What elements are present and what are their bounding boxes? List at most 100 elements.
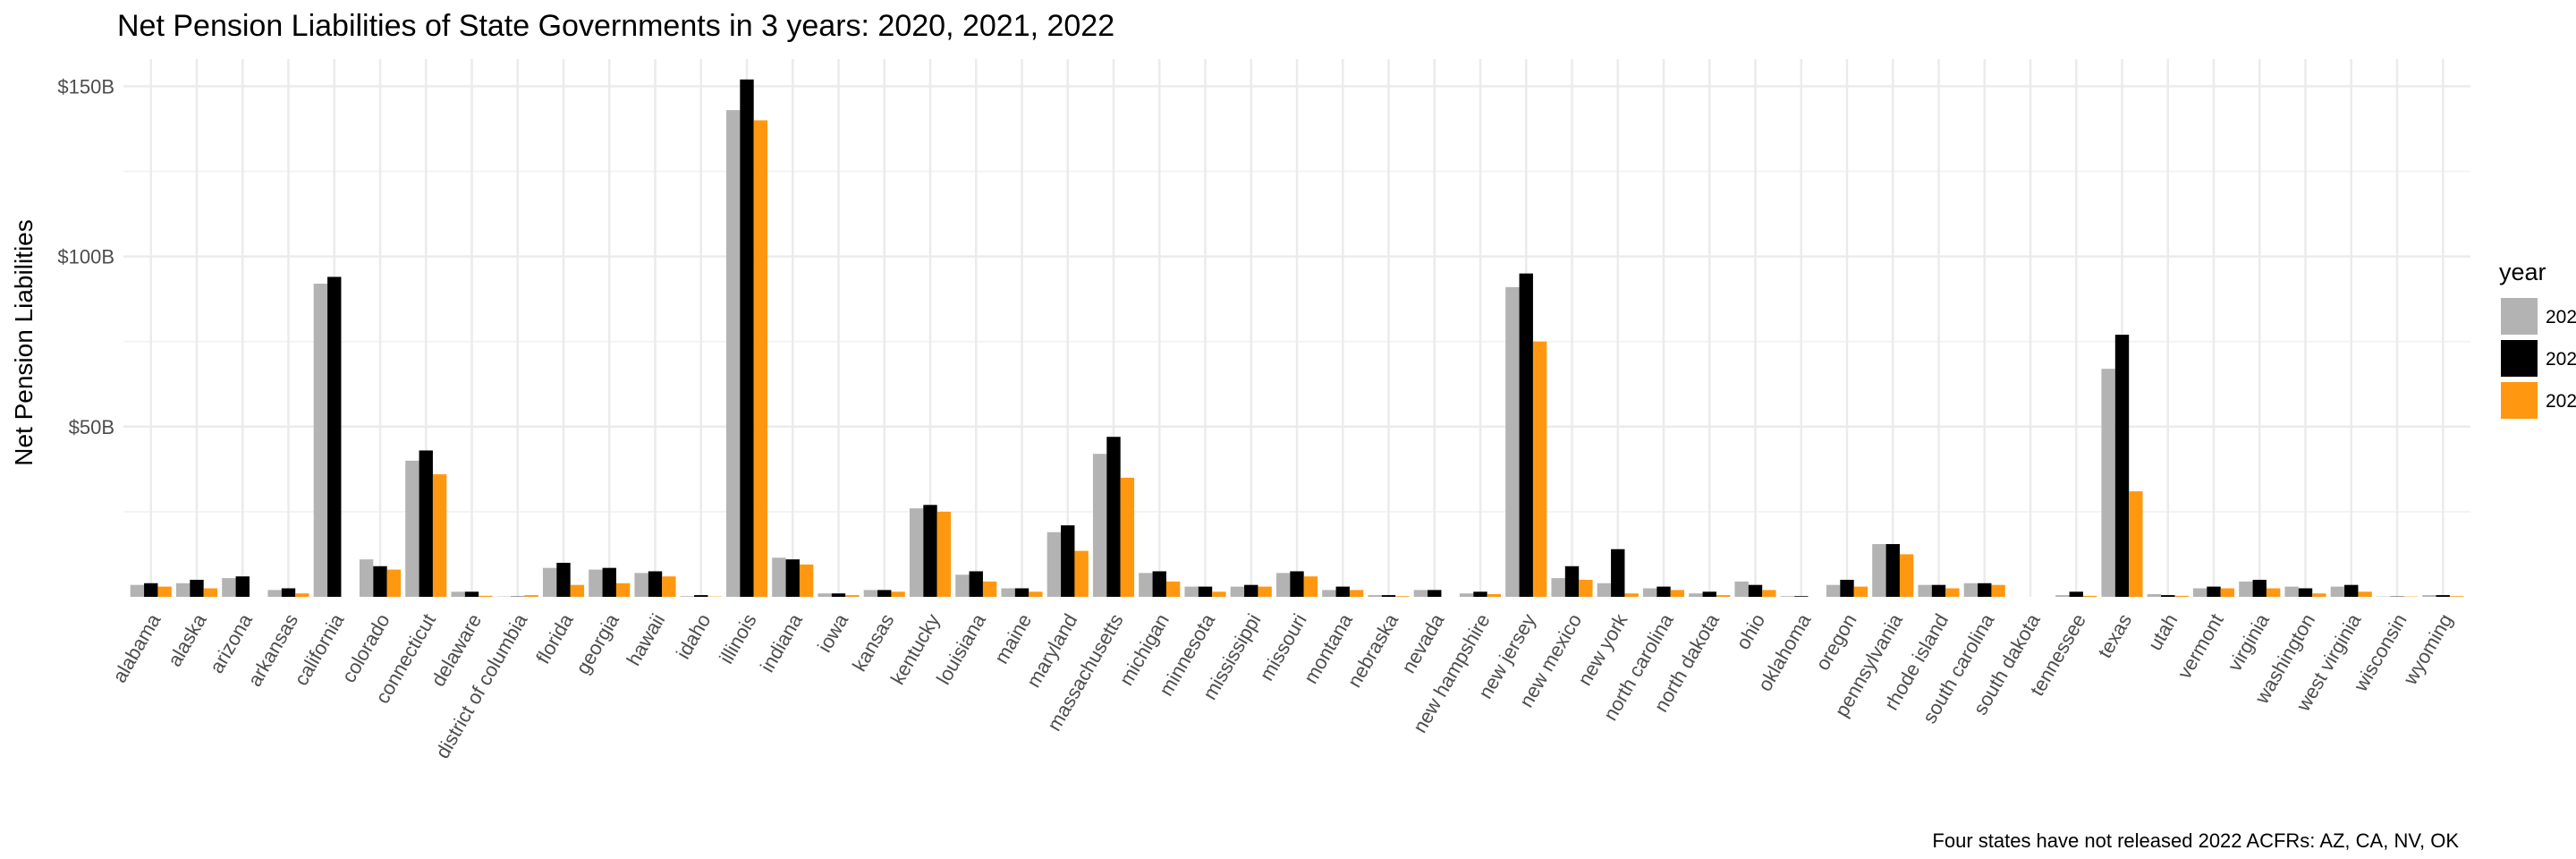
x-tick-label: oregon (1811, 610, 1861, 675)
bar (1381, 595, 1396, 597)
y-axis-label: Net Pension Liabilities (10, 219, 38, 466)
legend-label: 2021 (2546, 349, 2576, 370)
x-tick-label: utah (2143, 610, 2182, 655)
bar (1290, 571, 1304, 597)
bar (405, 460, 419, 597)
bar (909, 508, 924, 597)
chart-title: Net Pension Liabilities of State Governm… (117, 9, 1114, 43)
bar (556, 562, 571, 597)
bar (267, 590, 282, 597)
bar (1853, 586, 1868, 597)
x-tick-label: iowa (813, 609, 853, 656)
bar (1120, 477, 1135, 597)
x-tick-label: kansas (848, 610, 899, 676)
bar (1061, 525, 1075, 597)
bar (1597, 583, 1612, 597)
bar (891, 591, 905, 597)
bar (451, 591, 465, 597)
bar (2114, 335, 2130, 597)
x-tick-label: indiana (756, 609, 808, 676)
bar (1716, 595, 1731, 597)
bar (1230, 586, 1245, 597)
bar (1734, 581, 1749, 597)
x-tick-label: nevada (1397, 609, 1449, 677)
bar (313, 284, 328, 597)
bar (2422, 595, 2436, 597)
bar (2449, 596, 2464, 597)
bar (1978, 583, 1992, 597)
bar (1945, 588, 1960, 597)
bar (1074, 550, 1089, 597)
x-tick-label: texas (2093, 610, 2136, 662)
bar (923, 505, 937, 597)
bar (281, 588, 296, 597)
bar (2252, 579, 2267, 597)
bar (831, 593, 846, 597)
bar (969, 571, 983, 597)
bar (1918, 584, 1932, 597)
bar (1689, 593, 1703, 597)
x-tick-label: georgia (572, 609, 624, 678)
bar (1139, 573, 1153, 597)
bar (1762, 590, 1776, 597)
bar (203, 588, 218, 597)
bar (772, 557, 786, 597)
bar (1198, 586, 1213, 597)
caption: Four states have not released 2022 ACFRs… (1932, 829, 2459, 852)
bar (1152, 571, 1166, 597)
bar (175, 583, 191, 597)
bar (144, 583, 158, 597)
bar (1001, 588, 1015, 597)
bar (1473, 591, 1487, 597)
bar (2055, 595, 2070, 597)
y-tick-label: $100B (57, 246, 114, 268)
bar (1258, 586, 1272, 597)
bar (2101, 369, 2115, 597)
bar (694, 595, 708, 597)
bar (1505, 286, 1520, 597)
bar (2161, 595, 2175, 597)
bar (1349, 590, 1364, 597)
bar (2129, 491, 2143, 597)
bar (479, 595, 493, 597)
bar (1564, 566, 1580, 597)
x-tick-label: virginia (2224, 609, 2275, 676)
bar (2266, 588, 2281, 597)
bar (1963, 583, 1979, 597)
x-tick-label: illinois (715, 610, 761, 668)
bar (799, 564, 814, 597)
bar (373, 566, 387, 597)
bar (130, 584, 145, 597)
bar (1428, 590, 1442, 597)
bar (845, 595, 860, 597)
bar (1642, 588, 1657, 597)
bar (725, 110, 741, 598)
legend-label: 2022 (2546, 391, 2576, 412)
bar (464, 591, 479, 597)
bar (753, 120, 768, 597)
bar (1212, 591, 1226, 597)
bar (327, 276, 342, 597)
bar (1702, 591, 1716, 597)
x-tick-label: alaska (163, 609, 211, 670)
bar (662, 576, 676, 597)
bar (2174, 595, 2189, 597)
bar (634, 573, 648, 597)
legend-key (2501, 298, 2538, 335)
bar (2192, 588, 2207, 597)
bar (222, 578, 236, 597)
bar (1624, 593, 1639, 597)
bar (524, 595, 538, 597)
x-tick-label: hawaii (622, 610, 669, 670)
bar (157, 586, 172, 597)
bar (2436, 595, 2450, 597)
x-tick-label: florida (531, 609, 578, 668)
bar (877, 590, 892, 597)
bar (2207, 586, 2221, 597)
bar (1395, 596, 1410, 597)
bar (570, 584, 585, 597)
bar (936, 511, 952, 597)
bar (1748, 584, 1763, 597)
bar (1092, 454, 1107, 597)
